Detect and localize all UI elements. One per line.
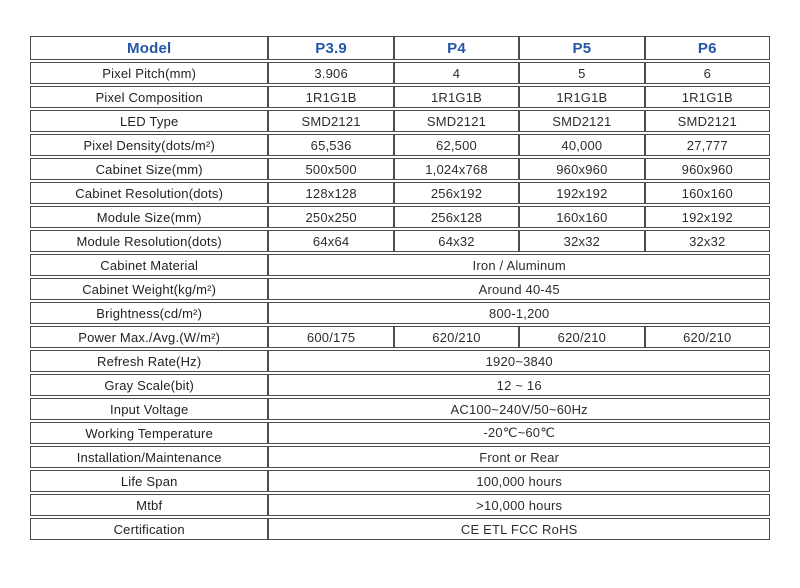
column-header-p4: P4 (393, 36, 520, 60)
cell-value: 500x500 (268, 158, 394, 180)
table-row-cabinet-resolution: Cabinet Resolution(dots) 128x128 256x192… (30, 182, 770, 204)
span-value: Iron / Aluminum (268, 254, 770, 276)
cell-value: 192x192 (644, 206, 770, 228)
cell-value: 1R1G1B (519, 86, 645, 108)
table-row-gray-scale: Gray Scale(bit) 12 ~ 16 (30, 374, 770, 396)
row-label: Input Voltage (30, 398, 269, 420)
span-value: Front or Rear (268, 446, 770, 468)
model-header: Model (30, 36, 269, 60)
row-label: Cabinet Resolution(dots) (30, 182, 269, 204)
row-label: Module Resolution(dots) (30, 230, 269, 252)
span-value: >10,000 hours (268, 494, 770, 516)
cell-value: 160x160 (519, 206, 645, 228)
table-row-refresh-rate: Refresh Rate(Hz) 1920~3840 (30, 350, 770, 372)
cell-value: SMD2121 (519, 110, 645, 132)
cell-value: 960x960 (519, 158, 645, 180)
span-value: CE ETL FCC RoHS (268, 518, 770, 540)
column-header-p3-9: P3.9 (268, 36, 394, 60)
table-row-mtbf: Mtbf >10,000 hours (30, 494, 770, 516)
cell-value: 3.906 (268, 62, 394, 84)
row-label: Brightness(cd/m²) (30, 302, 269, 324)
row-label: Power Max./Avg.(W/m²) (30, 326, 269, 348)
table-row-life-span: Life Span 100,000 hours (30, 470, 770, 492)
cell-value: 1R1G1B (268, 86, 394, 108)
cell-value: 64x64 (268, 230, 394, 252)
table-row-working-temperature: Working Temperature -20℃~60℃ (30, 422, 770, 444)
cell-value: 32x32 (519, 230, 645, 252)
cell-value: 960x960 (644, 158, 770, 180)
cell-value: 5 (519, 62, 645, 84)
span-value: 800-1,200 (268, 302, 770, 324)
span-value: 12 ~ 16 (268, 374, 770, 396)
cell-value: 192x192 (519, 182, 645, 204)
row-label: Cabinet Material (30, 254, 269, 276)
row-label: Module Size(mm) (30, 206, 269, 228)
cell-value: SMD2121 (644, 110, 770, 132)
table-row-brightness: Brightness(cd/m²) 800-1,200 (30, 302, 770, 324)
cell-value: 256x192 (393, 182, 520, 204)
table-row-pixel-composition: Pixel Composition 1R1G1B 1R1G1B 1R1G1B 1… (30, 86, 770, 108)
cell-value: 620/210 (519, 326, 645, 348)
cell-value: 128x128 (268, 182, 394, 204)
cell-value: 250x250 (268, 206, 394, 228)
column-header-p5: P5 (519, 36, 645, 60)
cell-value: 160x160 (644, 182, 770, 204)
table-row-led-type: LED Type SMD2121 SMD2121 SMD2121 SMD2121 (30, 110, 770, 132)
row-label: Installation/Maintenance (30, 446, 269, 468)
cell-value: 64x32 (393, 230, 520, 252)
cell-value: 600/175 (268, 326, 394, 348)
table-row-pixel-pitch: Pixel Pitch(mm) 3.906 4 5 6 (30, 62, 770, 84)
row-label: Pixel Density(dots/m²) (30, 134, 269, 156)
table-row-input-voltage: Input Voltage AC100~240V/50~60Hz (30, 398, 770, 420)
table-row-power: Power Max./Avg.(W/m²) 600/175 620/210 62… (30, 326, 770, 348)
row-label: Mtbf (30, 494, 269, 516)
table-row-installation-maintenance: Installation/Maintenance Front or Rear (30, 446, 770, 468)
row-label: Cabinet Weight(kg/m²) (30, 278, 269, 300)
cell-value: 256x128 (393, 206, 520, 228)
row-label: Refresh Rate(Hz) (30, 350, 269, 372)
cell-value: SMD2121 (268, 110, 394, 132)
row-label: Gray Scale(bit) (30, 374, 269, 396)
column-header-p6: P6 (644, 36, 770, 60)
cell-value: 62,500 (393, 134, 520, 156)
cell-value: 620/210 (393, 326, 520, 348)
row-label: Life Span (30, 470, 269, 492)
cell-value: 1R1G1B (644, 86, 770, 108)
span-value: AC100~240V/50~60Hz (268, 398, 770, 420)
cell-value: 40,000 (519, 134, 645, 156)
cell-value: 27,777 (644, 134, 770, 156)
table-row-pixel-density: Pixel Density(dots/m²) 65,536 62,500 40,… (30, 134, 770, 156)
cell-value: 1,024x768 (393, 158, 520, 180)
specification-table: Model P3.9 P4 P5 P6 Pixel Pitch(mm) 3.90… (30, 34, 770, 542)
cell-value: 65,536 (268, 134, 394, 156)
row-label: Pixel Composition (30, 86, 269, 108)
row-label: Certification (30, 518, 269, 540)
row-label: Pixel Pitch(mm) (30, 62, 269, 84)
span-value: -20℃~60℃ (268, 422, 770, 444)
table-row-cabinet-weight: Cabinet Weight(kg/m²) Around 40-45 (30, 278, 770, 300)
cell-value: 1R1G1B (393, 86, 520, 108)
table-header-row: Model P3.9 P4 P5 P6 (30, 36, 770, 60)
span-value: 1920~3840 (268, 350, 770, 372)
cell-value: 4 (393, 62, 520, 84)
row-label: LED Type (30, 110, 269, 132)
cell-value: 6 (644, 62, 770, 84)
table-row-module-size: Module Size(mm) 250x250 256x128 160x160 … (30, 206, 770, 228)
cell-value: 620/210 (644, 326, 770, 348)
row-label: Cabinet Size(mm) (30, 158, 269, 180)
cell-value: SMD2121 (393, 110, 520, 132)
span-value: Around 40-45 (268, 278, 770, 300)
table-row-certification: Certification CE ETL FCC RoHS (30, 518, 770, 540)
cell-value: 32x32 (644, 230, 770, 252)
table-row-cabinet-size: Cabinet Size(mm) 500x500 1,024x768 960x9… (30, 158, 770, 180)
span-value: 100,000 hours (268, 470, 770, 492)
table-row-module-resolution: Module Resolution(dots) 64x64 64x32 32x3… (30, 230, 770, 252)
table-row-cabinet-material: Cabinet Material Iron / Aluminum (30, 254, 770, 276)
row-label: Working Temperature (30, 422, 269, 444)
